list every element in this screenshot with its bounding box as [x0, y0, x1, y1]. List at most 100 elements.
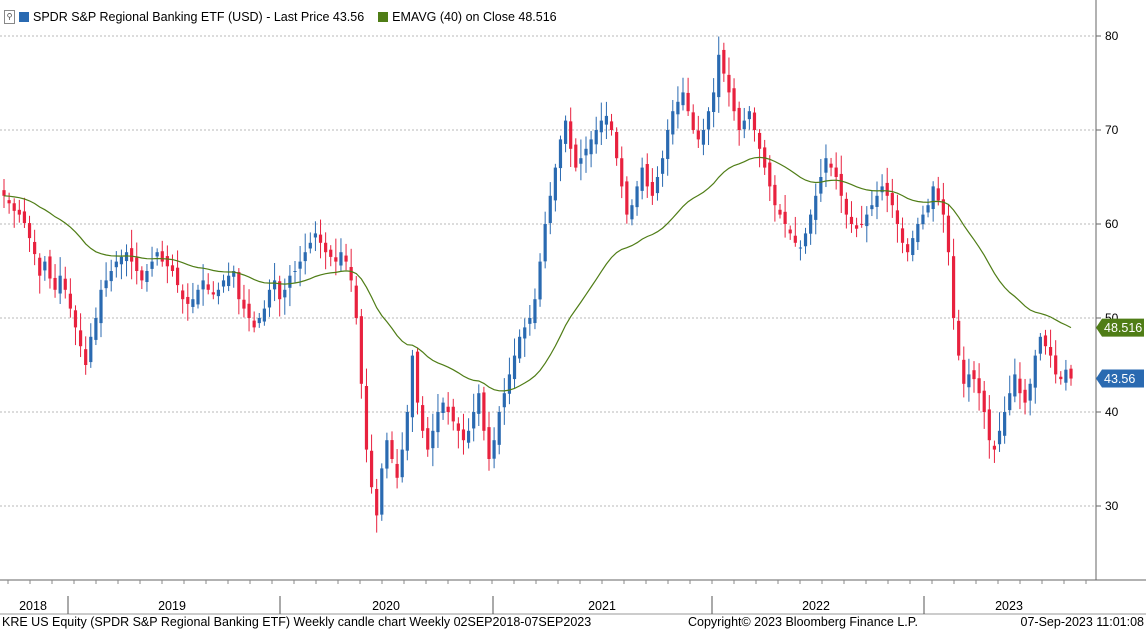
candle-body [1069, 368, 1073, 379]
candle-body [737, 107, 741, 130]
candles [2, 36, 1073, 533]
candle-body [977, 378, 981, 394]
last-price-tag: 43.56 [1096, 369, 1144, 388]
candle-body [722, 49, 726, 74]
candle-body [579, 158, 583, 164]
candle-body [385, 440, 389, 469]
candle-body [936, 188, 940, 201]
candle-body [645, 164, 649, 187]
candle-body [201, 280, 205, 290]
candle-body [150, 261, 154, 269]
candle-body [941, 199, 945, 215]
candle-body [926, 205, 930, 213]
candle-body [615, 131, 619, 159]
candle-body [895, 210, 900, 224]
candle-body [768, 162, 772, 187]
y-tick-label: 70 [1105, 123, 1119, 137]
candle-body [89, 336, 93, 363]
candle-body [712, 92, 716, 113]
candle-body [324, 242, 328, 253]
series-swatch [19, 12, 29, 22]
candle-body [364, 385, 369, 450]
candle-body [451, 406, 455, 422]
y-tick-label: 40 [1105, 405, 1119, 419]
candle-body [589, 139, 593, 155]
candle-body [410, 355, 415, 418]
candle-body [701, 130, 706, 145]
candle-body [267, 289, 272, 308]
candle-body [497, 412, 501, 445]
candle-body [33, 241, 37, 255]
candle-body [625, 181, 629, 215]
candle-body [196, 289, 200, 305]
candle-body [548, 195, 552, 224]
candle-body [293, 271, 297, 272]
candle-body [849, 216, 854, 224]
candle-body [609, 121, 614, 130]
candle-body [865, 214, 869, 227]
legend-toggle-icon[interactable]: ⚲ [4, 10, 15, 24]
candle-body [630, 205, 634, 220]
candle-body [99, 289, 103, 324]
candle-body [951, 256, 956, 318]
ema-line [3, 156, 1072, 392]
candle-body [834, 167, 838, 177]
candle-body [104, 280, 108, 289]
candle-body [533, 299, 537, 324]
candle-body [175, 267, 180, 286]
candle-body [1033, 355, 1037, 388]
candle-body [829, 163, 833, 168]
last-price-tag-text: 43.56 [1104, 372, 1135, 386]
candle-body [48, 256, 52, 279]
candle-body [569, 121, 573, 149]
candle-body [604, 115, 609, 125]
candle-body [405, 412, 409, 451]
candle-body [819, 177, 823, 194]
candle-body [1064, 369, 1068, 383]
candle-body [477, 393, 481, 414]
candle-body [773, 184, 777, 206]
candle-body [1013, 374, 1017, 397]
candle-body [272, 280, 277, 290]
candle-body [165, 256, 169, 267]
y-tick-label: 60 [1105, 217, 1119, 231]
candle-body [303, 252, 307, 262]
ema-price-tag-bg [1096, 318, 1144, 337]
candle-body [809, 214, 813, 234]
candle-body [752, 112, 757, 130]
candle-body [227, 275, 231, 287]
candle-body [696, 130, 700, 140]
series-legend-label: SPDR S&P Regional Banking ETF (USD) - La… [33, 10, 365, 24]
candle-body [487, 427, 491, 459]
candle-body [22, 211, 27, 224]
candle-body [1023, 389, 1027, 403]
candle-body [1008, 393, 1012, 411]
chart-legend: ⚲ SPDR S&P Regional Banking ETF (USD) - … [4, 6, 571, 28]
candle-body [844, 198, 848, 215]
candle-body [135, 257, 139, 271]
candle-body [747, 111, 751, 120]
candle-body [875, 195, 879, 207]
candle-body [482, 392, 486, 431]
candle-body [620, 158, 624, 187]
candle-body [553, 167, 557, 201]
candle-body [339, 252, 343, 266]
candle-body [880, 186, 884, 193]
candle-body [375, 488, 379, 516]
candle-body [308, 242, 312, 249]
candle-body [390, 440, 394, 459]
candle-body [518, 336, 522, 359]
candle-body [788, 229, 792, 234]
candle-body [967, 374, 971, 388]
grid [0, 35, 1096, 507]
x-tick-label: 2020 [372, 599, 400, 613]
candle-body [666, 130, 670, 159]
candle-body [911, 238, 915, 256]
candle-body [426, 428, 430, 450]
candle-body [1059, 376, 1063, 380]
candle-body [252, 320, 256, 328]
candle-body [824, 158, 828, 173]
candle-body [43, 261, 47, 271]
ema-layer [3, 156, 1072, 392]
